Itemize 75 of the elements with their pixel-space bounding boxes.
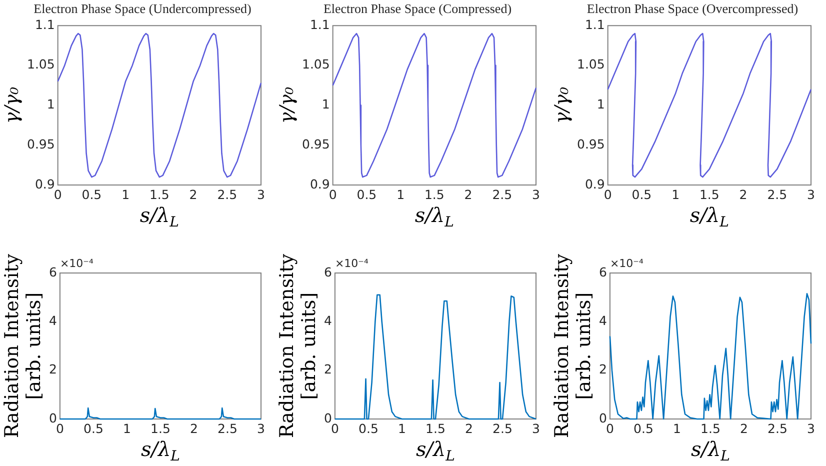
y-tick-label: 4 [599, 312, 607, 328]
y-axis-title: γ/γ₀ [550, 86, 573, 124]
x-tick-label: 2.5 [492, 420, 512, 436]
y-tick-label: 6 [324, 264, 332, 280]
x-tick-label: 0.5 [84, 420, 104, 436]
x-tick-label: 1.5 [426, 420, 446, 436]
y-axis-title: γ/γ₀ [276, 86, 298, 124]
y-tick-label: 1.05 [26, 56, 55, 72]
text: ×10⁻⁴ [610, 256, 644, 270]
x-tick-label: 2.5 [767, 186, 788, 202]
y-tick-label: 0.9 [34, 176, 55, 192]
x-tick-label: 1 [396, 186, 405, 202]
x-tick-label: 1 [672, 186, 680, 202]
x-tick-label: 2.5 [492, 186, 512, 202]
y-tick-label: 0.95 [576, 136, 605, 152]
y-axis-title: Radiation Intensity [arb. units] [550, 254, 595, 438]
x-tick-label: 2.5 [218, 420, 238, 436]
y-tick-label: 2 [49, 362, 57, 377]
x-tick-label: 2 [739, 186, 748, 202]
x-tick-label: 1 [122, 420, 131, 436]
x-tick-label: 1.5 [149, 186, 170, 202]
y-tick-label: 4 [49, 312, 57, 328]
y-tick-label: 6 [599, 264, 607, 280]
text: ×10⁻⁴ [60, 256, 94, 270]
x-tick-label: 1.5 [700, 420, 720, 436]
y-tick-label: 1.1 [310, 16, 330, 32]
x-tick-label: 1 [672, 420, 681, 436]
y-tick-label: 1.05 [576, 56, 605, 72]
x-tick-label: 2.5 [217, 186, 238, 202]
y-tick-label: 1.05 [302, 56, 330, 72]
y-tick-label: 1.1 [34, 16, 55, 32]
x-tick-label: 1.5 [699, 186, 720, 202]
x-tick-label: 2 [190, 420, 198, 436]
y-tick-label: 0.95 [26, 136, 55, 152]
x-tick-label: 3 [532, 186, 540, 202]
x-tick-label: 2 [189, 186, 198, 202]
x-tick-label: 2 [740, 420, 748, 436]
y-tick-label: 2 [599, 362, 607, 377]
x-tick-label: 2 [464, 186, 472, 202]
y-tick-label: 2 [324, 362, 332, 377]
y-axis-title: Radiation Intensity [arb. units] [276, 254, 320, 438]
x-tick-label: 2 [465, 420, 473, 436]
x-tick-label: 0.5 [632, 186, 652, 202]
x-tick-label: 1 [398, 420, 406, 436]
x-tick-label: 0.5 [358, 420, 378, 436]
x-tick-label: 3 [532, 420, 540, 436]
x-tick-label: 0.5 [82, 186, 102, 202]
x-tick-label: 1.5 [424, 186, 444, 202]
x-tick-label: 2.5 [768, 420, 788, 436]
y-tick-label: 1 [46, 96, 55, 112]
chart-title: Electron Phase Space (Undercompressed) [34, 1, 252, 16]
y-tick-label: 0.9 [584, 176, 605, 192]
y-tick-label: 1 [596, 96, 605, 112]
x-tick-label: 3 [257, 420, 265, 436]
chart-title: Electron Phase Space (Compressed) [323, 1, 512, 16]
y-tick-label: 4 [324, 312, 332, 328]
chart-title: Electron Phase Space (Overcompressed) [586, 1, 798, 16]
y-tick-label: 1 [322, 96, 330, 112]
x-tick-label: 1.5 [150, 420, 170, 436]
x-tick-label: 1 [122, 186, 130, 202]
x-tick-label: 3 [257, 186, 265, 202]
y-tick-label: 0 [324, 410, 332, 426]
y-tick-label: 0.95 [302, 136, 330, 152]
y-tick-label: 0 [599, 410, 607, 426]
x-tick-label: 0.5 [356, 186, 377, 202]
text: ×10⁻⁴ [334, 256, 369, 270]
x-tick-label: 0.5 [634, 420, 654, 436]
x-tick-label: 3 [807, 186, 815, 202]
y-tick-label: 1.1 [584, 16, 605, 32]
y-axis-title: γ/γ₀ [0, 86, 23, 124]
y-tick-label: 0 [49, 410, 57, 426]
y-axis-title: Radiation Intensity [arb. units] [0, 254, 45, 438]
y-tick-label: 6 [49, 264, 57, 280]
y-tick-label: 0.9 [310, 176, 330, 192]
x-tick-label: 3 [807, 420, 815, 436]
